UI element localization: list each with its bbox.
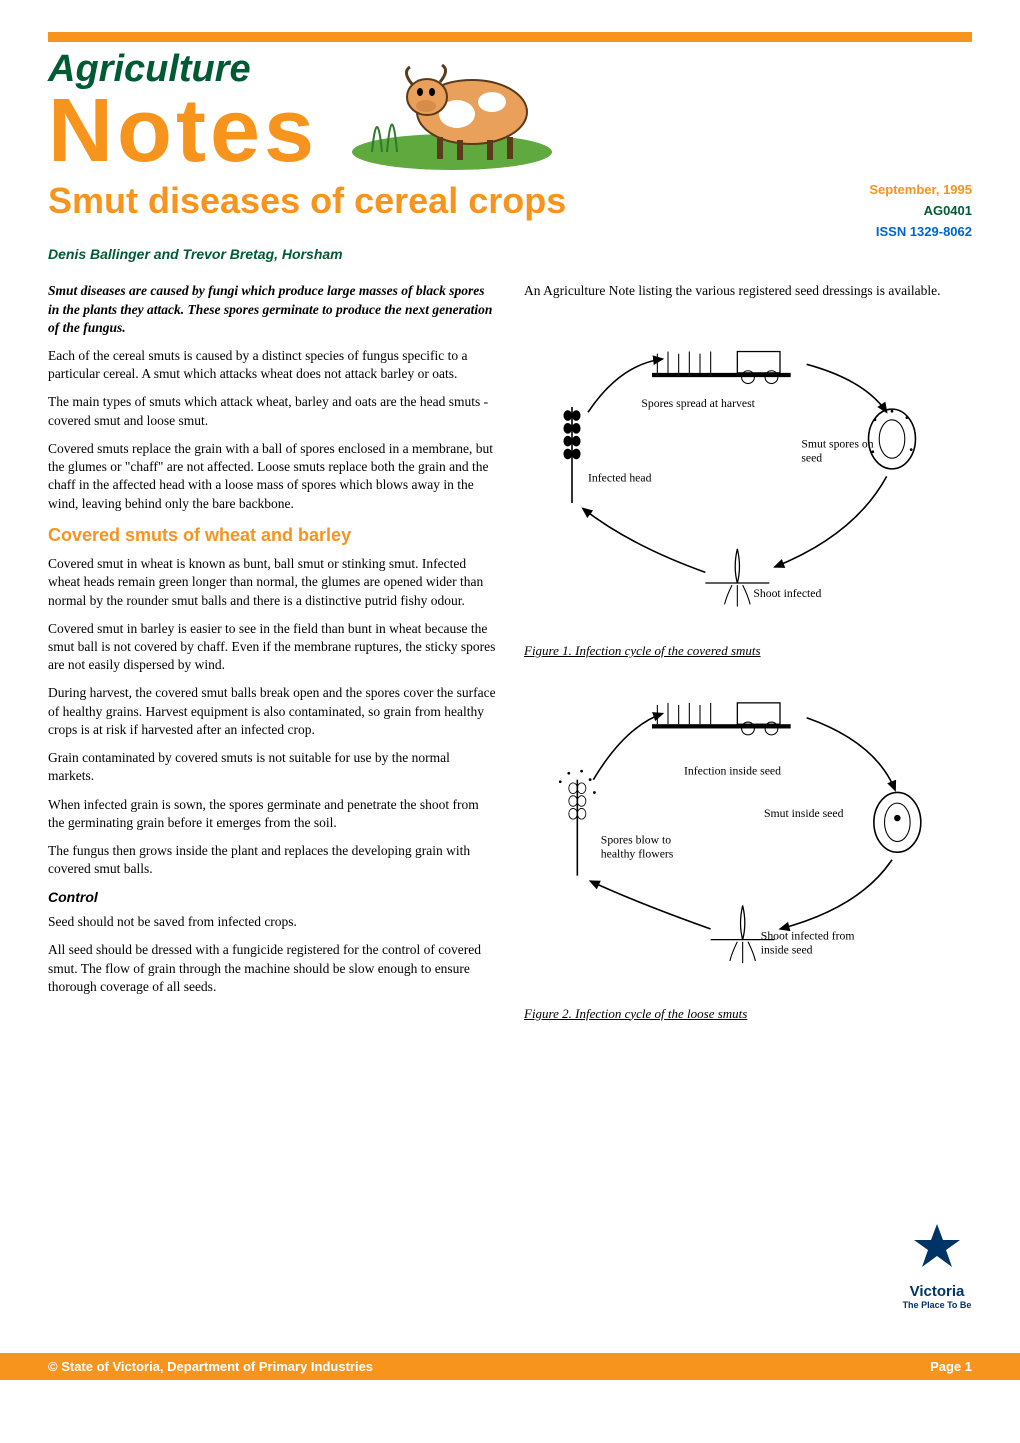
authors: Denis Ballinger and Trevor Bretag, Horsh… [48,246,972,262]
figure2: Spores blow tohealthy flowers Smut insid… [524,673,972,1022]
masthead-line2: Notes [48,91,318,172]
page-title: Smut diseases of cereal crops [48,180,566,222]
masthead-text: Agriculture Notes [48,48,318,172]
section1-p6: The fungus then grows inside the plant a… [48,842,496,878]
body-p2: The main types of smuts which attack whe… [48,393,496,429]
fig1-label-shoot: Shoot infected [753,586,821,599]
logo-tagline: The Place To Be [902,1300,972,1310]
control-heading: Control [48,888,496,907]
figure2-diagram: Spores blow tohealthy flowers Smut insid… [524,673,972,993]
intro-paragraph: Smut diseases are caused by fungi which … [48,282,496,337]
logo-name: Victoria [902,1283,972,1300]
section1-heading: Covered smuts of wheat and barley [48,523,496,547]
meta-code: AG0401 [869,201,972,222]
fig2-label-spores-blow: Spores blow tohealthy flowers [601,834,674,861]
section1-p4: Grain contaminated by covered smuts is n… [48,749,496,785]
meta-block: September, 1995 AG0401 ISSN 1329-8062 [869,180,972,242]
fig1-label-spores-on-seed: Smut spores onseed [801,437,873,464]
section1-p5: When infected grain is sown, the spores … [48,796,496,832]
figure1: Infected head Smut spores onseed Shoot i… [524,311,972,660]
control-p3: An Agriculture Note listing the various … [524,282,972,300]
masthead: Agriculture Notes [48,42,972,172]
footer-left: © State of Victoria, Department of Prima… [48,1359,373,1374]
control-p2: All seed should be dressed with a fungic… [48,941,496,996]
fig2-label-shoot: Shoot infected frominside seed [761,930,855,957]
fig2-label-infection-inside: Infection inside seed [684,765,781,778]
fig2-label-smut-inside: Smut inside seed [764,807,844,820]
victoria-logo: Victoria The Place To Be [902,1222,972,1310]
body-columns: Smut diseases are caused by fungi which … [48,282,972,1022]
meta-date: September, 1995 [869,180,972,201]
title-row: Smut diseases of cereal crops September,… [48,180,972,242]
section1-p3: During harvest, the covered smut balls b… [48,684,496,739]
section1-p2: Covered smut in barley is easier to see … [48,620,496,675]
fig1-label-infected-head: Infected head [588,471,652,484]
body-p1: Each of the cereal smuts is caused by a … [48,347,496,383]
page: Agriculture Notes Smut diseases of cerea… [0,0,1020,1380]
footer-bar: © State of Victoria, Department of Prima… [0,1353,1020,1380]
header-accent-bar [48,32,972,42]
footer-right: Page 1 [930,1359,972,1374]
figure1-diagram: Infected head Smut spores onseed Shoot i… [524,311,972,631]
section1-p1: Covered smut in wheat is known as bunt, … [48,555,496,610]
meta-issn: ISSN 1329-8062 [869,222,972,243]
figure1-caption: Figure 1. Infection cycle of the covered… [524,642,972,660]
body-p3: Covered smuts replace the grain with a b… [48,440,496,513]
control-p1: Seed should not be saved from infected c… [48,913,496,931]
fig1-label-spread: Spores spread at harvest [641,397,755,410]
figure2-caption: Figure 2. Infection cycle of the loose s… [524,1005,972,1023]
cow-illustration [342,42,562,172]
